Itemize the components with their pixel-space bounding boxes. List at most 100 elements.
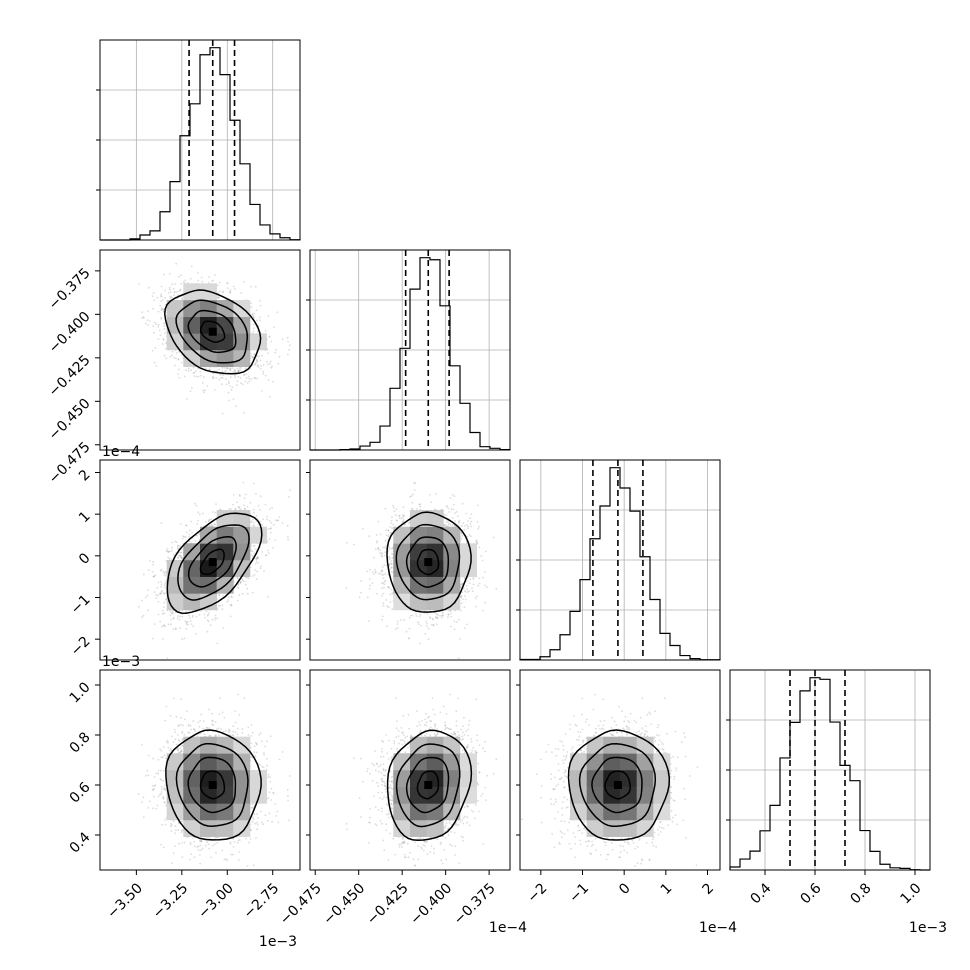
sample-point bbox=[257, 523, 260, 526]
sample-point bbox=[239, 581, 242, 583]
sample-point bbox=[208, 368, 211, 371]
sample-point bbox=[214, 523, 217, 526]
sample-point bbox=[185, 531, 188, 533]
sample-point bbox=[253, 353, 256, 355]
sample-point bbox=[142, 614, 145, 617]
sample-point bbox=[202, 512, 205, 515]
sample-point bbox=[255, 556, 258, 559]
sample-point bbox=[216, 617, 219, 620]
sample-point bbox=[270, 340, 273, 343]
sample-point bbox=[171, 541, 174, 544]
sample-point bbox=[163, 612, 166, 615]
hist-panel-p3 bbox=[726, 669, 931, 871]
sample-point bbox=[160, 318, 163, 320]
sample-point bbox=[164, 625, 167, 628]
sample-point bbox=[272, 380, 274, 383]
sample-point bbox=[237, 369, 240, 372]
sample-point bbox=[204, 520, 207, 523]
sample-point bbox=[156, 587, 159, 589]
sample-point bbox=[244, 493, 247, 496]
sample-point bbox=[249, 548, 252, 551]
sample-point bbox=[188, 533, 191, 536]
sample-point bbox=[256, 570, 258, 573]
sample-point bbox=[208, 518, 211, 521]
sample-point bbox=[226, 367, 229, 370]
sample-point bbox=[176, 352, 178, 354]
sample-point bbox=[207, 613, 209, 616]
sample-point bbox=[226, 287, 229, 289]
sample-point bbox=[272, 326, 275, 328]
sample-point bbox=[151, 637, 154, 640]
sample-point bbox=[163, 328, 166, 330]
sample-point bbox=[226, 600, 229, 603]
sample-point bbox=[223, 366, 226, 369]
sample-point bbox=[251, 550, 254, 552]
sample-point bbox=[179, 627, 181, 629]
sample-point bbox=[243, 374, 246, 376]
sample-point bbox=[190, 623, 193, 625]
sample-point bbox=[246, 505, 249, 508]
sample-point bbox=[268, 519, 271, 522]
sample-point bbox=[281, 522, 284, 524]
sample-point bbox=[243, 373, 246, 376]
sample-point bbox=[269, 527, 272, 530]
sample-point bbox=[208, 276, 211, 278]
sample-point bbox=[239, 369, 242, 372]
hist-p3 bbox=[729, 677, 930, 871]
sample-point bbox=[186, 621, 189, 623]
sample-point bbox=[192, 366, 195, 369]
sample-point bbox=[190, 520, 193, 523]
sample-point bbox=[208, 519, 210, 522]
sample-point bbox=[259, 495, 262, 498]
sample-point bbox=[152, 292, 155, 295]
sample-point bbox=[177, 358, 180, 360]
sample-point bbox=[165, 549, 168, 552]
sample-point bbox=[250, 302, 253, 305]
sample-point bbox=[227, 596, 230, 599]
sample-point bbox=[164, 582, 167, 585]
sample-point bbox=[174, 283, 177, 285]
sample-point bbox=[173, 356, 175, 359]
sample-point bbox=[188, 616, 191, 619]
sample-point bbox=[198, 614, 201, 616]
sample-point bbox=[250, 306, 253, 309]
sample-point bbox=[237, 370, 239, 372]
sample-point bbox=[166, 657, 169, 659]
sample-point bbox=[254, 557, 257, 560]
sample-point bbox=[287, 536, 289, 538]
sample-point bbox=[266, 549, 269, 552]
sample-point bbox=[245, 367, 247, 370]
sample-point bbox=[222, 594, 224, 597]
sample-point bbox=[173, 290, 176, 293]
sample-point bbox=[230, 604, 233, 607]
sample-point bbox=[160, 293, 163, 296]
sample-point bbox=[179, 554, 182, 557]
sample-point bbox=[171, 546, 173, 549]
sample-point bbox=[229, 367, 232, 369]
sample-point bbox=[168, 286, 171, 289]
sample-point bbox=[266, 515, 268, 518]
sample-point bbox=[167, 292, 170, 294]
sample-point bbox=[239, 495, 241, 497]
sample-point bbox=[160, 585, 163, 588]
sample-point bbox=[186, 398, 188, 400]
sample-point bbox=[173, 294, 176, 297]
sample-point bbox=[208, 612, 210, 614]
sample-point bbox=[159, 592, 162, 595]
sample-point bbox=[259, 359, 262, 362]
sample-point bbox=[178, 377, 181, 379]
sample-point bbox=[168, 557, 171, 560]
sample-point bbox=[287, 353, 289, 356]
sample-point bbox=[253, 574, 256, 576]
sample-point bbox=[264, 330, 267, 332]
sample-point bbox=[202, 376, 205, 378]
sample-point bbox=[214, 617, 217, 619]
sample-point bbox=[199, 374, 202, 377]
sample-point bbox=[169, 295, 171, 298]
sample-point bbox=[229, 615, 232, 618]
sample-point bbox=[190, 265, 193, 268]
sample-point bbox=[177, 294, 180, 296]
sample-point bbox=[191, 531, 194, 534]
sample-point bbox=[262, 518, 265, 521]
sample-point bbox=[180, 551, 182, 554]
